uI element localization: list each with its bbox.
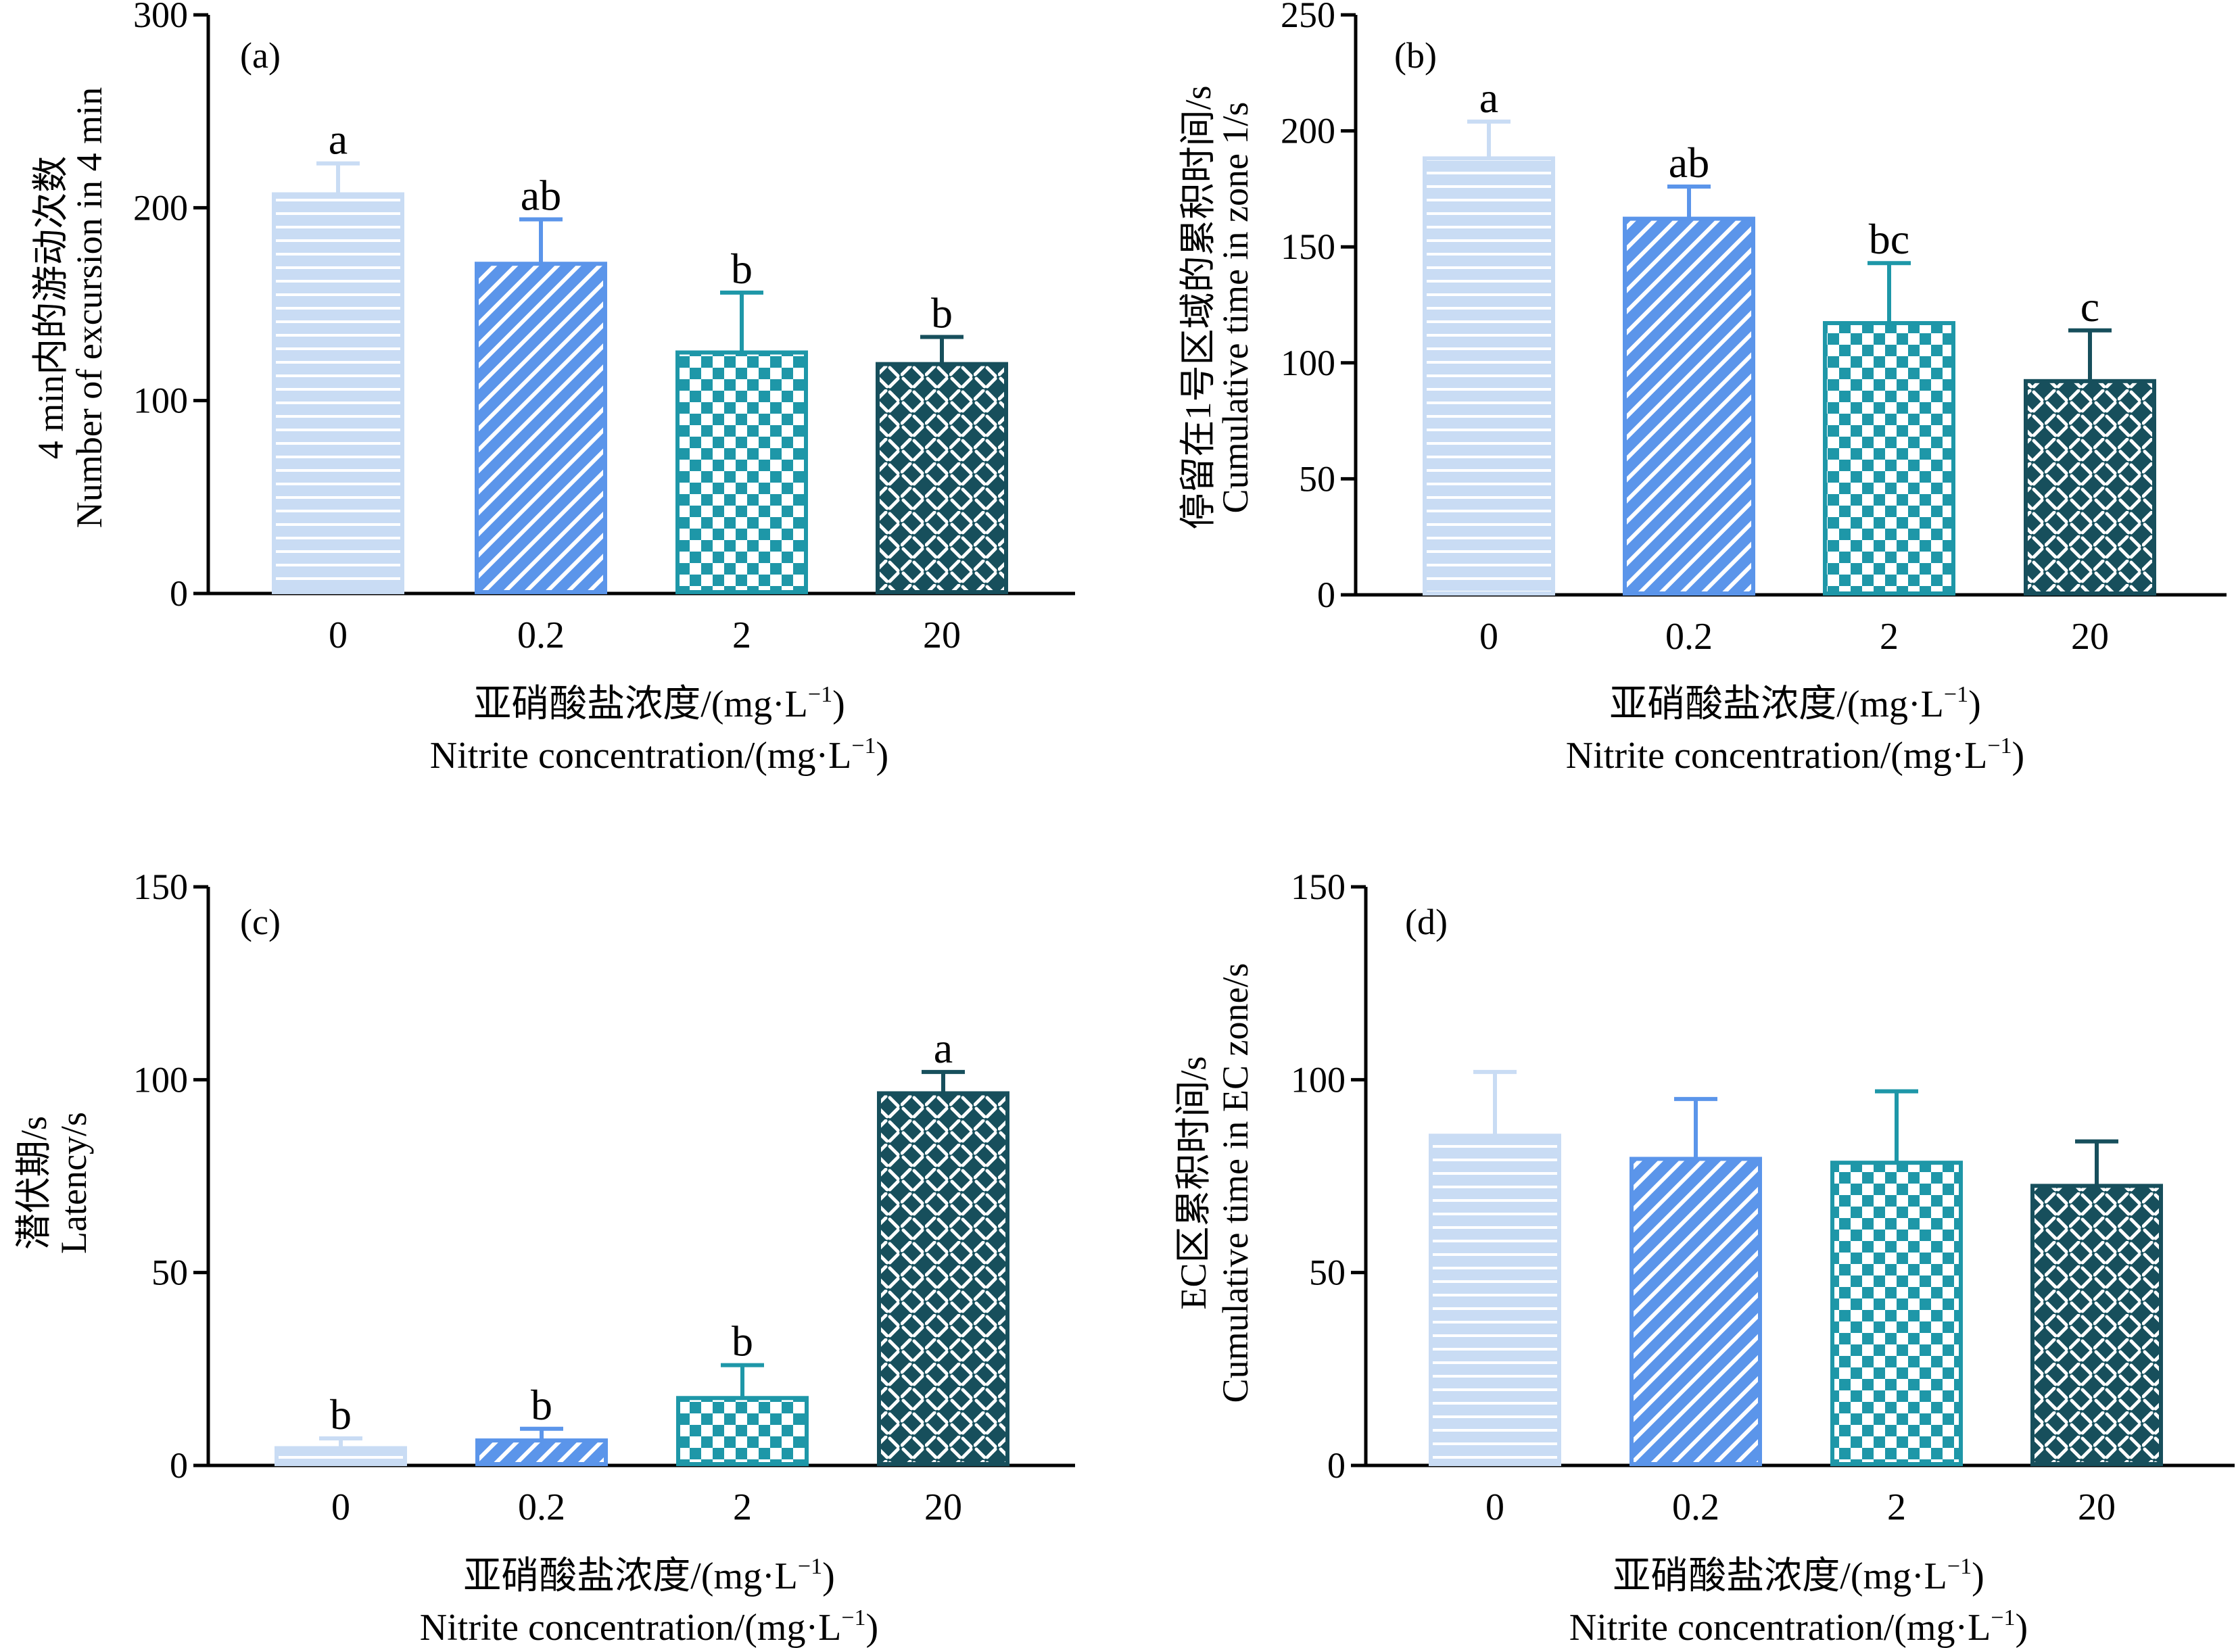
panel-a-ylabel-en: Number of excursion in 4 min [69, 87, 110, 528]
panel-a-xtick-label-3: 20 [923, 614, 961, 656]
panel-a-sig-letter-3: b [931, 289, 953, 337]
panel-c-sig-letter-0: b [330, 1390, 352, 1438]
panel-c-xlabel-zh: 亚硝酸盐浓度/(mg·L−1) [463, 1554, 834, 1597]
panel-c-ylabel: 潜伏期/s Latency/s [14, 1112, 94, 1254]
panel-b-xtick-label-1: 0.2 [1665, 616, 1713, 658]
panel-b-sig-letter-2: bc [1869, 215, 1909, 263]
panel-c-ytick-label-1: 50 [151, 1253, 188, 1293]
panel-b-ylabel-zh: 停留在1号区域的累积时间/s [1178, 85, 1218, 529]
panel-c-ylabel-en: Latency/s [53, 1112, 94, 1254]
panel-a-bar-2 [675, 350, 808, 594]
panel-b-xlabel: 亚硝酸盐浓度/(mg·L−1) Nitrite concentration/(m… [1566, 682, 2024, 777]
panel-a-marks: 0 100 200 300 0 a 0.2 ab 2 b 20 b [133, 0, 1075, 656]
panel-b-xtick-label-2: 2 [1880, 616, 1899, 658]
panel-c-xtick-label-3: 20 [924, 1486, 962, 1528]
panel-a-xlabel-en: Nitrite concentration/(mg·L−1) [430, 733, 888, 777]
panel-d-xlabel-en: Nitrite concentration/(mg·L−1) [1569, 1605, 2028, 1649]
panel-d-ylabel: EC区累积时间/s Cumulative time in EC zone/s [1173, 963, 1256, 1403]
panel-c-ytick-label-0: 0 [170, 1445, 188, 1486]
panel-d-ytick-label-3: 150 [1291, 867, 1346, 907]
panel-a-label: (a) [240, 35, 281, 76]
panel-a-sig-letter-2: b [731, 245, 753, 293]
panel-d-xtick-label-2: 2 [1887, 1486, 1906, 1528]
panel-c-ylabel-zh: 潜伏期/s [14, 1116, 54, 1250]
panel-c-bar-2 [676, 1396, 809, 1467]
panel-d-xlabel: 亚硝酸盐浓度/(mg·L−1) Nitrite concentration/(m… [1569, 1554, 2028, 1649]
panel-c-label: (c) [240, 902, 281, 942]
panel-c-xtick-label-1: 0.2 [518, 1486, 565, 1528]
panel-a-xtick-label-1: 0.2 [517, 614, 565, 656]
panel-b-sig-letter-1: ab [1669, 139, 1709, 187]
panel-c-bar-0 [275, 1446, 407, 1466]
panel-d-ylabel-en: Cumulative time in EC zone/s [1215, 963, 1256, 1403]
panel-b-xtick-label-3: 20 [2071, 616, 2109, 658]
panel-c: 潜伏期/s Latency/s (c) 0 50 100 150 0 b 0.2 b 2 b 20 a… [14, 867, 1075, 1649]
panel-b-bar-2 [1823, 321, 1955, 596]
panel-b-ytick-label-2: 100 [1281, 343, 1335, 383]
panel-c-ytick-label-3: 150 [133, 867, 188, 907]
panel-d-ytick-label-0: 0 [1327, 1445, 1346, 1486]
panel-c-sig-letter-3: a [934, 1024, 953, 1072]
panel-d-xtick-label-1: 0.2 [1672, 1486, 1719, 1528]
panel-c-xtick-label-2: 2 [733, 1486, 752, 1528]
panel-b-xlabel-zh: 亚硝酸盐浓度/(mg·L−1) [1609, 682, 1980, 725]
panel-a-bar-3 [876, 362, 1008, 594]
panel-d-label: (d) [1405, 902, 1448, 942]
panel-d-bar-0 [1429, 1134, 1561, 1467]
panel-a-ytick-label-0: 0 [170, 573, 188, 614]
panel-a-ylabel-zh: 4 min内的游动次数 [30, 156, 71, 460]
panel-a-ytick-label-1: 100 [133, 381, 188, 421]
panel-a-xlabel: 亚硝酸盐浓度/(mg·L−1) Nitrite concentration/(m… [430, 682, 888, 777]
panel-b-ytick-label-5: 250 [1281, 0, 1335, 35]
panel-a-ytick-label-2: 200 [133, 187, 188, 228]
panel-a-bar-1 [475, 262, 607, 594]
panel-b-xtick-label-0: 0 [1479, 616, 1498, 658]
panel-b-bar-3 [2024, 379, 2156, 596]
panel-b-bar-0 [1423, 156, 1555, 596]
panel-d-xtick-label-3: 20 [2078, 1486, 2116, 1528]
panel-b-ytick-label-4: 200 [1281, 111, 1335, 151]
panel-c-sig-letter-2: b [732, 1317, 753, 1365]
panel-c-bar-1 [475, 1438, 608, 1466]
panel-c-marks: 0 50 100 150 0 b 0.2 b 2 b 20 a [133, 867, 1075, 1528]
panel-c-xlabel-en: Nitrite concentration/(mg·L−1) [420, 1605, 878, 1649]
panel-d-bar-3 [2030, 1184, 2163, 1466]
panel-b: 停留在1号区域的累积时间/s Cumulative time in zone 1… [1178, 0, 2227, 777]
panel-b-ylabel: 停留在1号区域的累积时间/s Cumulative time in zone 1… [1178, 85, 1256, 529]
panel-b-ytick-label-1: 50 [1299, 458, 1335, 499]
panel-a-sig-letter-1: ab [521, 171, 561, 219]
panel-a-xlabel-zh: 亚硝酸盐浓度/(mg·L−1) [473, 682, 845, 725]
panel-d-marks: 0 50 100 150 0 0.2 2 20 [1291, 867, 2235, 1528]
panel-a-xtick-label-0: 0 [329, 614, 348, 656]
panel-a: 4 min内的游动次数 Number of excursion in 4 min… [30, 0, 1075, 777]
panel-a-ytick-label-3: 300 [133, 0, 188, 35]
panel-d-ylabel-zh: EC区累积时间/s [1173, 1056, 1214, 1309]
panel-b-label: (b) [1394, 35, 1437, 76]
panel-b-ytick-label-3: 150 [1281, 226, 1335, 267]
panel-c-xlabel: 亚硝酸盐浓度/(mg·L−1) Nitrite concentration/(m… [420, 1554, 878, 1649]
panel-d-bar-1 [1630, 1157, 1762, 1466]
panel-a-ylabel: 4 min内的游动次数 Number of excursion in 4 min [30, 87, 110, 528]
panel-b-ylabel-en: Cumulative time in zone 1/s [1215, 102, 1256, 514]
panel-b-bar-1 [1623, 216, 1755, 596]
panel-d: EC区累积时间/s Cumulative time in EC zone/s (… [1173, 867, 2235, 1649]
panel-b-sig-letter-0: a [1479, 74, 1498, 122]
panel-b-ytick-label-0: 0 [1317, 575, 1335, 615]
panel-d-ytick-label-2: 100 [1291, 1059, 1346, 1100]
panel-b-xlabel-en: Nitrite concentration/(mg·L−1) [1566, 733, 2024, 777]
panel-c-ytick-label-2: 100 [133, 1059, 188, 1100]
panel-a-xtick-label-2: 2 [732, 614, 751, 656]
panel-d-xlabel-zh: 亚硝酸盐浓度/(mg·L−1) [1613, 1554, 1984, 1597]
panel-b-marks: 0 50 100 150 200 250 0 a 0.2 ab 2 bc 20 c [1281, 0, 2227, 658]
panel-d-xtick-label-0: 0 [1485, 1486, 1504, 1528]
panel-c-sig-letter-1: b [531, 1381, 552, 1429]
panel-b-sig-letter-3: c [2080, 283, 2099, 331]
panel-d-bar-2 [1830, 1161, 1963, 1466]
panel-c-bar-3 [877, 1091, 1009, 1467]
panel-a-sig-letter-0: a [329, 116, 348, 164]
panel-a-bar-0 [272, 192, 404, 594]
panel-c-xtick-label-0: 0 [331, 1486, 350, 1528]
panel-d-ytick-label-1: 50 [1309, 1253, 1346, 1293]
